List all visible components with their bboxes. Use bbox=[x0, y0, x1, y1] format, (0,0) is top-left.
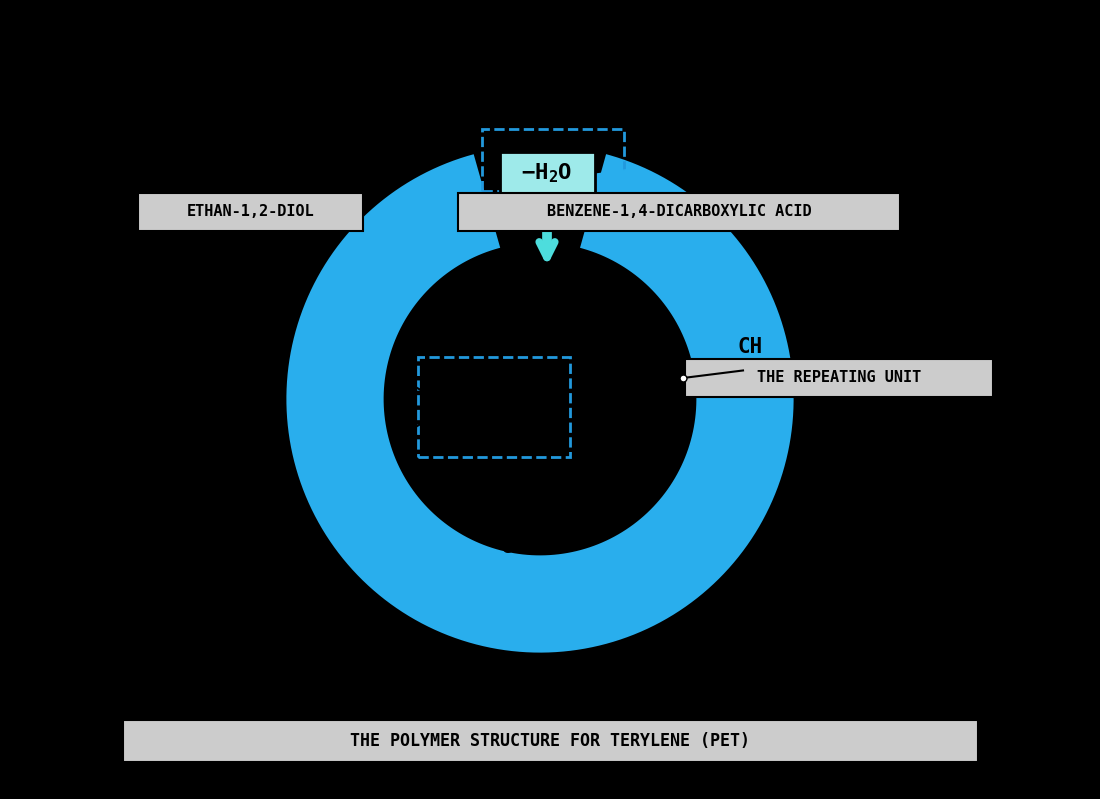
Polygon shape bbox=[542, 169, 630, 248]
Text: $\mathregular{-H_2O}$: $\mathregular{-H_2O}$ bbox=[521, 161, 573, 185]
Text: THE POLYMER STRUCTURE FOR TERYLENE (PET): THE POLYMER STRUCTURE FOR TERYLENE (PET) bbox=[350, 732, 750, 750]
Bar bbox=[138, 193, 363, 231]
Bar bbox=[122, 720, 978, 762]
Text: ETHAN-1,2-DIOL: ETHAN-1,2-DIOL bbox=[187, 205, 315, 220]
Text: THE REPEATING UNIT: THE REPEATING UNIT bbox=[757, 371, 921, 385]
Text: O: O bbox=[500, 534, 515, 558]
Bar bbox=[499, 152, 594, 194]
Polygon shape bbox=[449, 550, 538, 629]
Text: CH: CH bbox=[737, 337, 762, 357]
Bar bbox=[482, 129, 624, 191]
Bar bbox=[458, 193, 900, 231]
Text: BENZENE-1,4-DICARBOXYLIC ACID: BENZENE-1,4-DICARBOXYLIC ACID bbox=[547, 205, 812, 220]
Bar bbox=[418, 357, 570, 457]
Bar bbox=[685, 359, 993, 397]
